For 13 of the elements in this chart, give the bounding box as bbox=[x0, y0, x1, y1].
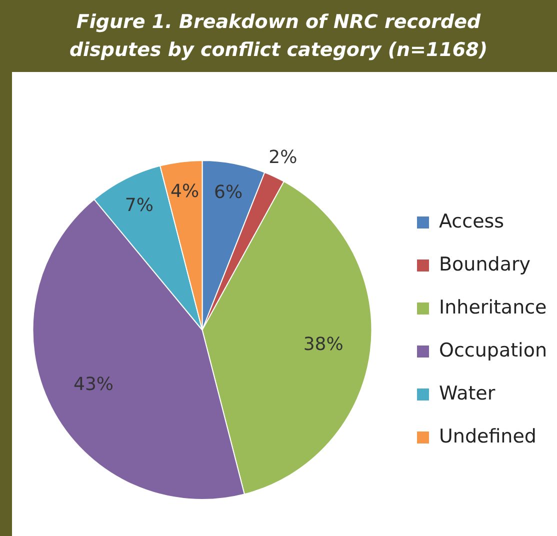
chart-title: Figure 1. Breakdown of NRC recorded disputes by conflict category (n=1168) bbox=[68, 10, 489, 63]
data-label: 43% bbox=[74, 374, 114, 396]
legend-label: Water bbox=[439, 382, 496, 404]
legend-label: Inheritance bbox=[439, 296, 547, 318]
data-label: 2% bbox=[268, 147, 298, 168]
legend-label: Access bbox=[439, 210, 504, 232]
data-label: 38% bbox=[303, 334, 344, 355]
data-label: 6% bbox=[214, 182, 243, 204]
data-label: 4% bbox=[170, 180, 200, 202]
legend-label: Undefined bbox=[439, 425, 536, 448]
legend-label: Boundary bbox=[439, 253, 531, 276]
legend-label: Occupation bbox=[439, 339, 548, 362]
data-label: 7% bbox=[124, 194, 154, 216]
